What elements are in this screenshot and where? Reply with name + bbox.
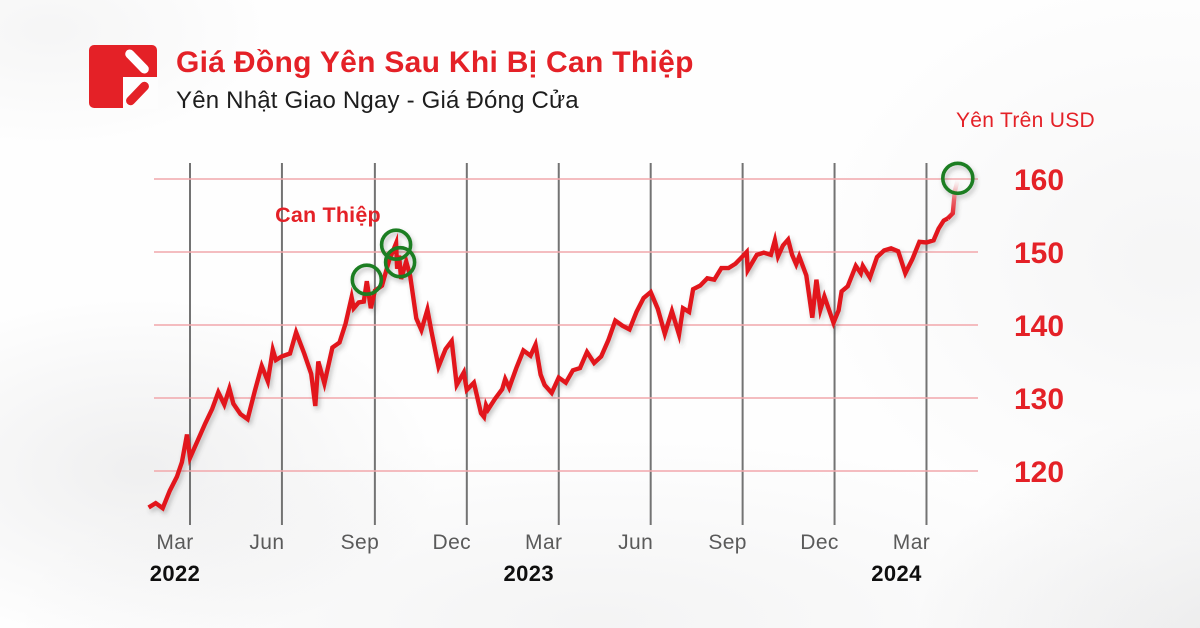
x-year-label: 2023 bbox=[503, 561, 554, 586]
price-line-fade-tip bbox=[946, 179, 960, 220]
brand-logo bbox=[89, 45, 158, 109]
x-tick-label: Mar bbox=[893, 531, 930, 554]
x-tick-label: Jun bbox=[618, 531, 653, 554]
x-tick-label: Mar bbox=[156, 531, 193, 554]
plot-area bbox=[147, 161, 975, 512]
intervention-annotation: Can Thiệp bbox=[275, 203, 381, 227]
price-line bbox=[147, 216, 949, 512]
x-tick-label: Mar bbox=[525, 531, 562, 554]
x-tick-label: Sep bbox=[708, 531, 747, 554]
y-tick-label: 120 bbox=[1014, 456, 1064, 489]
intervention-circle bbox=[379, 228, 413, 261]
x-tick-label: Dec bbox=[433, 531, 472, 554]
x-tick-label: Jun bbox=[249, 531, 284, 554]
y-axis-title: Yên Trên USD bbox=[956, 109, 1095, 132]
intervention-circle bbox=[940, 161, 975, 196]
y-tick-label: 140 bbox=[1014, 310, 1064, 343]
y-tick-label: 130 bbox=[1014, 383, 1064, 416]
x-tick-label: Sep bbox=[341, 531, 380, 554]
horizontal-gridlines bbox=[154, 178, 978, 472]
x-year-label: 2024 bbox=[871, 561, 922, 586]
axis-labels: Mar Jun Sep Dec Mar Jun Sep Dec Mar 2022 2023 2024 1… bbox=[150, 164, 1064, 586]
x-tick-label: Dec bbox=[800, 531, 839, 554]
vertical-gridlines bbox=[189, 163, 928, 525]
intervention-circle bbox=[383, 245, 417, 279]
y-tick-label: 160 bbox=[1014, 164, 1064, 197]
page-title: Giá Đồng Yên Sau Khi Bị Can Thiệp bbox=[176, 46, 694, 79]
page-subtitle: Yên Nhật Giao Ngay - Giá Đóng Cửa bbox=[176, 87, 579, 114]
y-tick-label: 150 bbox=[1014, 237, 1064, 270]
header: Giá Đồng Yên Sau Khi Bị Can Thiệp Yên Nh… bbox=[176, 46, 694, 115]
intervention-circle bbox=[350, 263, 384, 297]
x-year-label: 2022 bbox=[150, 561, 201, 586]
